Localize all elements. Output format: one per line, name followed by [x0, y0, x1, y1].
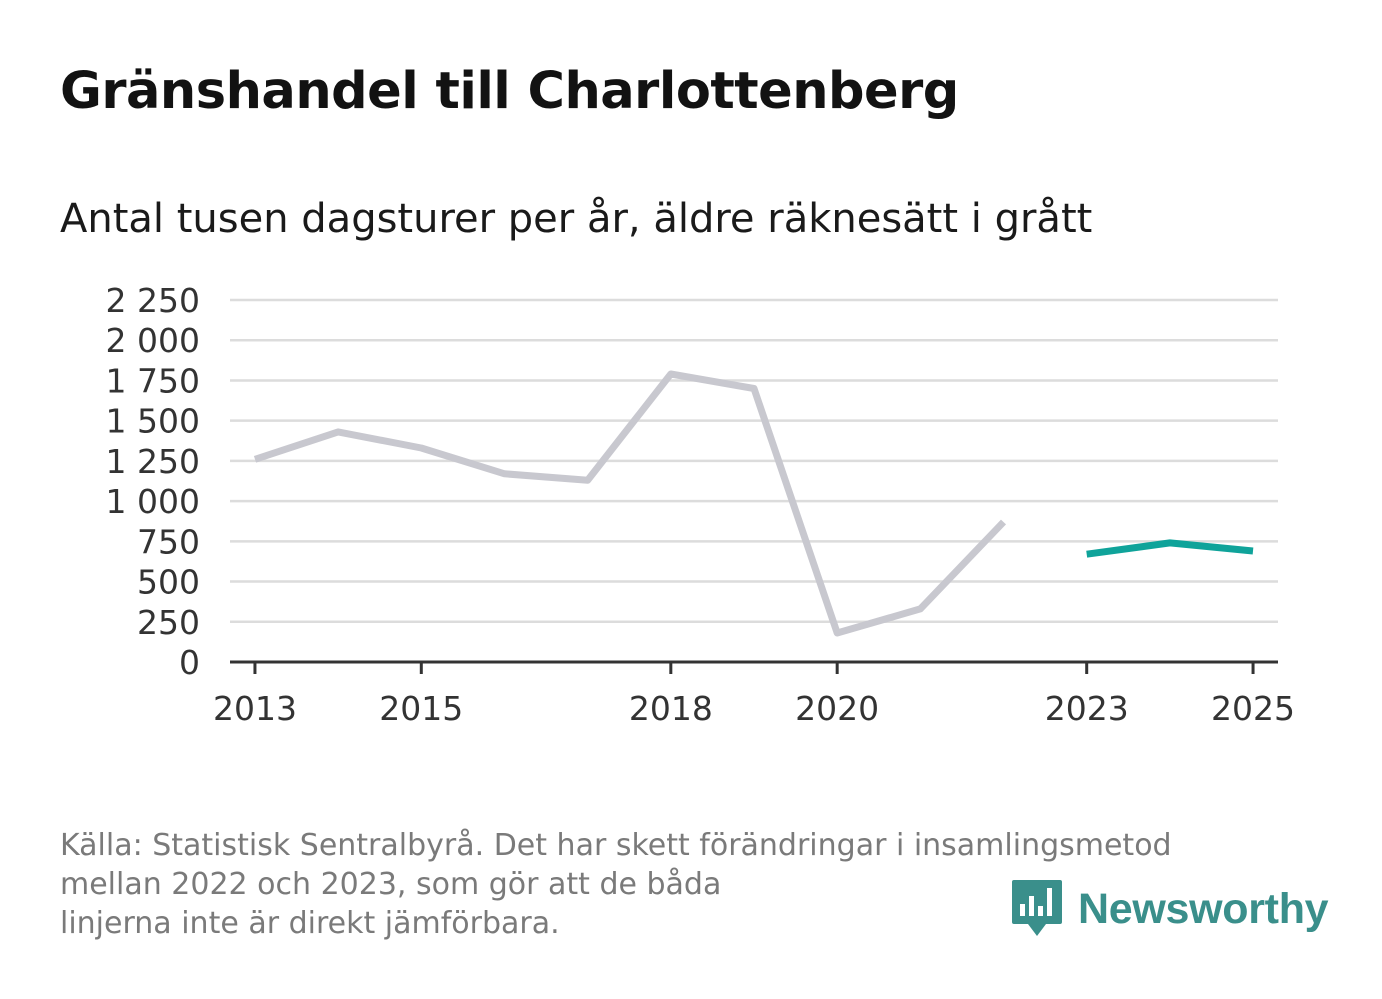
x-tick-label: 2025: [1211, 689, 1295, 728]
x-tick-label: 2020: [795, 689, 879, 728]
newsworthy-logo[interactable]: Newsworthy: [1010, 878, 1329, 940]
y-tick-label: 2 250: [106, 281, 200, 320]
y-tick-label: 250: [137, 603, 200, 642]
chart-title: Gränshandel till Charlottenberg: [60, 62, 959, 121]
x-tick-label: 2013: [213, 689, 297, 728]
x-tick-label: 2015: [379, 689, 463, 728]
y-tick-label: 0: [179, 643, 200, 682]
y-tick-label: 750: [137, 522, 200, 561]
y-tick-label: 2 000: [106, 321, 200, 360]
x-tick-label: 2023: [1045, 689, 1129, 728]
x-tick-label: 2018: [629, 689, 713, 728]
source-note: Källa: Statistisk Sentralbyrå. Det har s…: [60, 826, 1220, 943]
source-line: mellan 2022 och 2023, som gör att de båd…: [60, 867, 722, 902]
y-tick-label: 1 750: [106, 361, 200, 400]
y-tick-label: 1 000: [106, 482, 200, 521]
brand-name: Newsworthy: [1078, 884, 1329, 933]
series-line-old-method: [253, 370, 1007, 637]
y-tick-label: 1 250: [106, 442, 200, 481]
source-line: linjerna inte är direkt jämförbara.: [60, 906, 560, 941]
source-line: Källa: Statistisk Sentralbyrå. Det har s…: [60, 828, 1172, 863]
y-tick-label: 1 500: [106, 402, 200, 441]
y-tick-label: 500: [137, 563, 200, 602]
chart-subtitle: Antal tusen dagsturer per år, äldre räkn…: [60, 196, 1093, 242]
newsworthy-logo-icon: [1012, 880, 1062, 936]
series-line-new-method: [1086, 539, 1254, 558]
